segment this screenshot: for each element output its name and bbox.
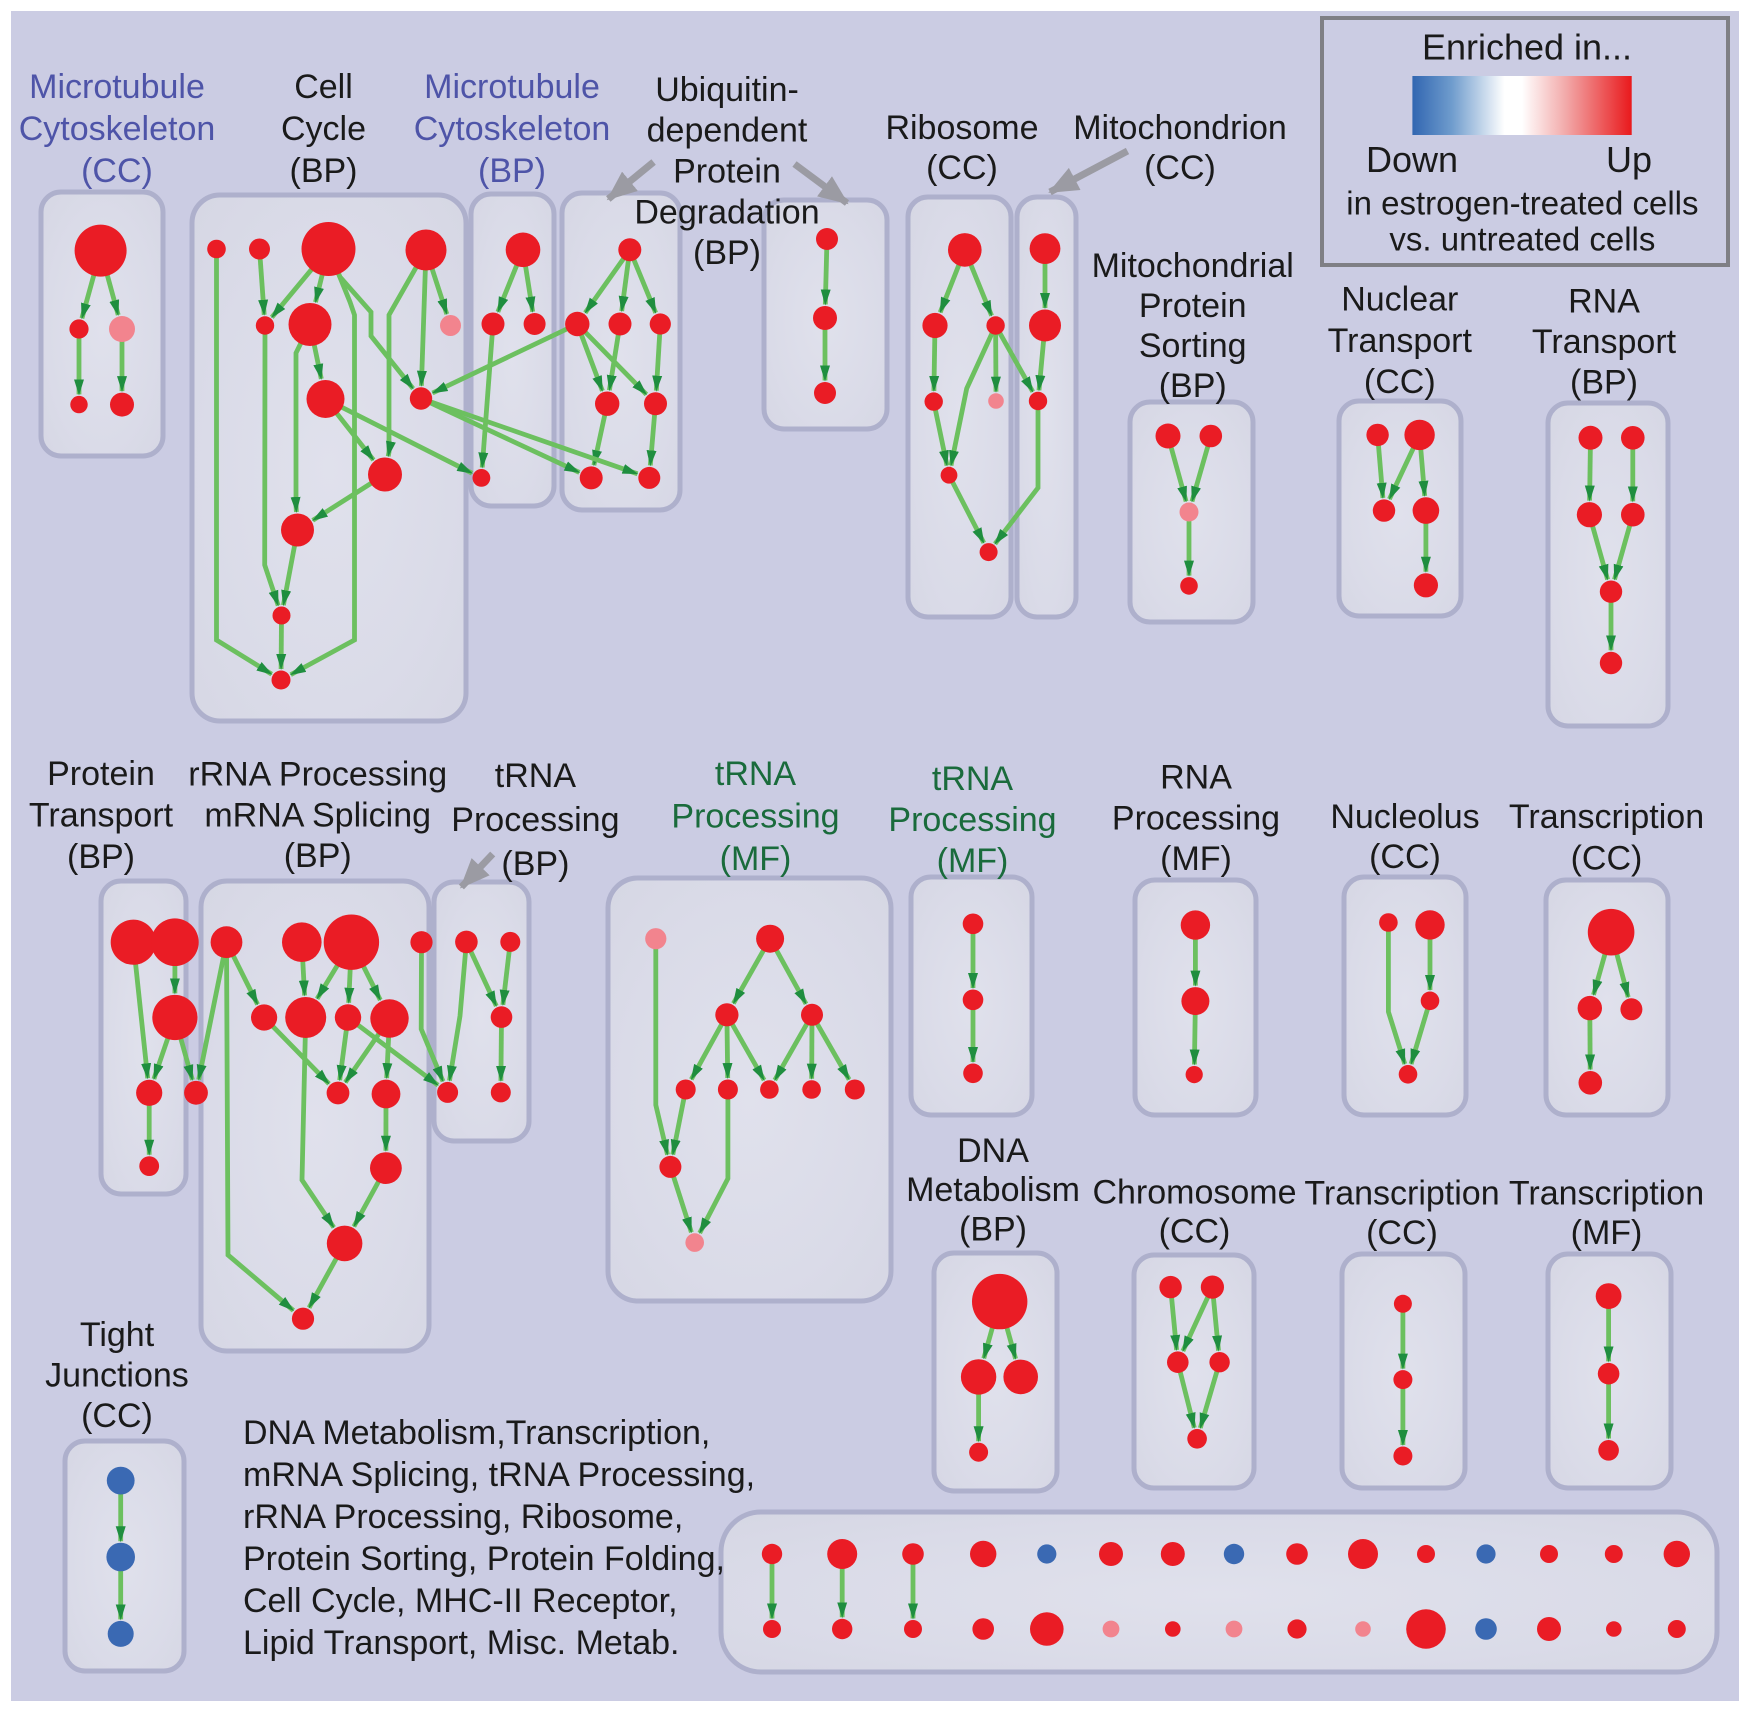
svg-text:RNA: RNA	[1160, 759, 1232, 797]
svg-text:(MF): (MF)	[1571, 1214, 1643, 1252]
svg-text:Processing: Processing	[1112, 799, 1280, 837]
svg-text:(BP): (BP)	[67, 838, 135, 876]
svg-text:(MF): (MF)	[720, 840, 792, 878]
svg-text:(CC): (CC)	[1159, 1213, 1231, 1251]
svg-text:Mitochondrion: Mitochondrion	[1073, 109, 1287, 147]
svg-text:(BP): (BP)	[693, 234, 761, 272]
svg-text:tRNA: tRNA	[495, 757, 577, 795]
svg-text:Junctions: Junctions	[45, 1357, 189, 1395]
svg-text:Protein: Protein	[47, 755, 155, 793]
svg-text:(BP): (BP)	[478, 152, 546, 190]
svg-text:in estrogen-treated cells: in estrogen-treated cells	[1346, 185, 1698, 222]
svg-text:(CC): (CC)	[1366, 1214, 1438, 1252]
svg-text:Sorting: Sorting	[1139, 327, 1247, 365]
svg-text:vs. untreated cells: vs. untreated cells	[1389, 221, 1655, 258]
svg-text:DNA: DNA	[957, 1132, 1029, 1170]
svg-text:Nucleolus: Nucleolus	[1330, 798, 1479, 836]
svg-text:Cell: Cell	[294, 68, 353, 106]
svg-text:Microtubule: Microtubule	[424, 68, 600, 106]
svg-text:DNA Metabolism,Transcription,: DNA Metabolism,Transcription,	[243, 1414, 710, 1452]
svg-text:tRNA: tRNA	[932, 760, 1014, 798]
svg-text:Ribosome: Ribosome	[885, 109, 1038, 147]
svg-text:Protein: Protein	[1139, 287, 1247, 325]
svg-text:Ubiquitin-: Ubiquitin-	[655, 71, 799, 109]
svg-text:tRNA: tRNA	[715, 755, 797, 793]
svg-text:Processing: Processing	[451, 801, 619, 839]
svg-text:Transport: Transport	[1328, 322, 1473, 360]
svg-text:Transcription: Transcription	[1304, 1174, 1499, 1212]
svg-text:(BP): (BP)	[501, 845, 569, 883]
svg-text:Nuclear: Nuclear	[1341, 280, 1458, 318]
svg-text:(BP): (BP)	[1570, 364, 1638, 402]
svg-text:Lipid Transport, Misc. Metab.: Lipid Transport, Misc. Metab.	[243, 1624, 680, 1662]
svg-text:Cytoskeleton: Cytoskeleton	[19, 110, 216, 148]
svg-text:(CC): (CC)	[81, 1397, 153, 1435]
svg-text:Processing: Processing	[671, 798, 839, 836]
svg-text:mRNA Splicing, tRNA Processing: mRNA Splicing, tRNA Processing,	[243, 1456, 755, 1494]
svg-text:(MF): (MF)	[937, 842, 1009, 880]
svg-text:Tight: Tight	[80, 1316, 155, 1354]
svg-text:RNA: RNA	[1568, 283, 1640, 321]
svg-text:Transcription: Transcription	[1509, 798, 1704, 836]
svg-text:Transport: Transport	[1532, 323, 1677, 361]
svg-text:Transport: Transport	[29, 796, 174, 834]
svg-text:(BP): (BP)	[1159, 367, 1227, 405]
svg-text:(CC): (CC)	[1571, 839, 1643, 877]
svg-text:Metabolism: Metabolism	[906, 1171, 1080, 1209]
svg-text:Cell Cycle, MHC-II Receptor,: Cell Cycle, MHC-II Receptor,	[243, 1582, 678, 1620]
svg-text:(CC): (CC)	[81, 152, 153, 190]
svg-text:(CC): (CC)	[1364, 363, 1436, 401]
svg-text:Mitochondrial: Mitochondrial	[1092, 247, 1294, 285]
svg-text:rRNA Processing, Ribosome,: rRNA Processing, Ribosome,	[243, 1498, 683, 1536]
svg-text:Up: Up	[1606, 139, 1652, 180]
svg-text:(CC): (CC)	[1144, 149, 1216, 187]
svg-text:Cycle: Cycle	[281, 110, 366, 148]
svg-text:dependent: dependent	[647, 112, 808, 150]
svg-text:(CC): (CC)	[1369, 838, 1441, 876]
svg-text:Processing: Processing	[888, 801, 1056, 839]
svg-text:(CC): (CC)	[926, 149, 998, 187]
svg-text:Protein: Protein	[673, 153, 781, 191]
svg-text:Degradation: Degradation	[634, 193, 819, 231]
svg-text:(BP): (BP)	[959, 1210, 1027, 1248]
svg-text:rRNA Processing: rRNA Processing	[188, 756, 447, 794]
svg-text:Protein Sorting, Protein Foldi: Protein Sorting, Protein Folding,	[243, 1540, 725, 1578]
svg-text:(BP): (BP)	[290, 152, 358, 190]
svg-text:Microtubule: Microtubule	[29, 68, 205, 106]
svg-text:Transcription: Transcription	[1509, 1174, 1704, 1212]
svg-text:Enriched in...: Enriched in...	[1422, 27, 1632, 68]
svg-text:(MF): (MF)	[1160, 840, 1232, 878]
svg-text:Chromosome: Chromosome	[1092, 1174, 1296, 1212]
svg-text:Cytoskeleton: Cytoskeleton	[414, 110, 611, 148]
svg-text:Down: Down	[1366, 139, 1458, 180]
svg-text:mRNA Splicing: mRNA Splicing	[204, 796, 431, 834]
svg-text:(BP): (BP)	[284, 837, 352, 875]
